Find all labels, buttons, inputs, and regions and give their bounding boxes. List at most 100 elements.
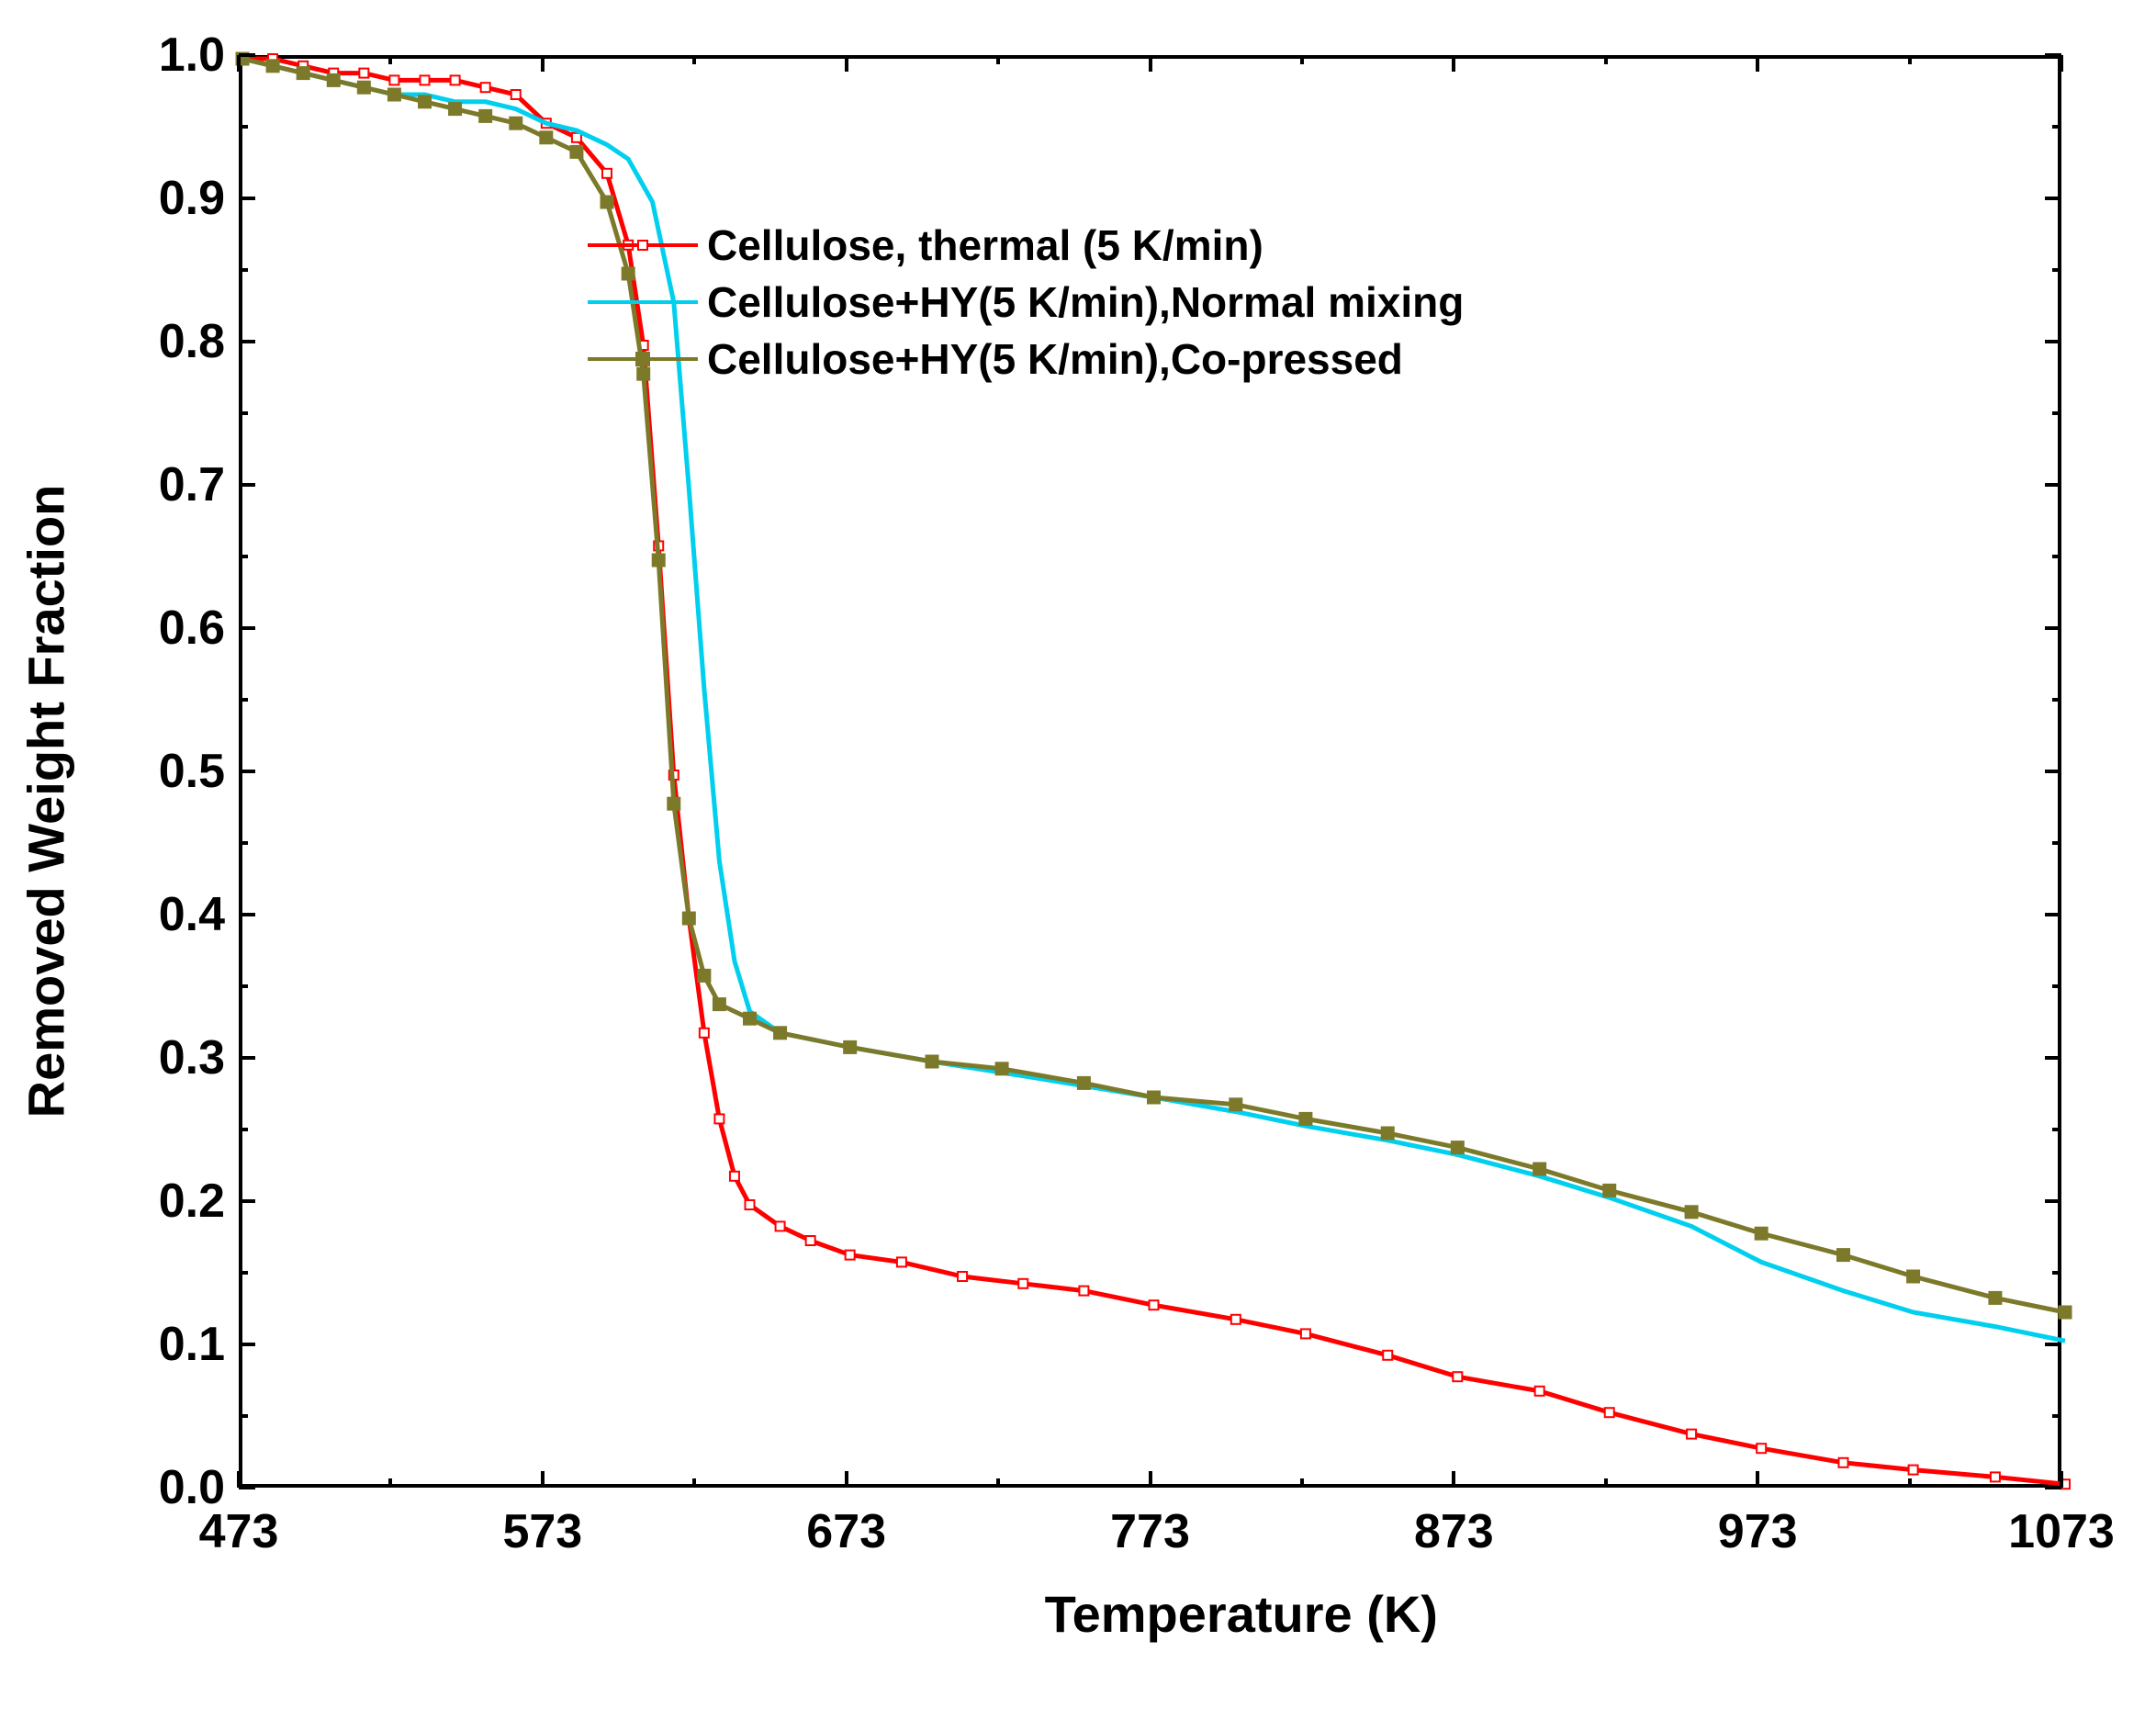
- series-marker: [1453, 1372, 1462, 1381]
- y-minor-tick-right: [2052, 698, 2061, 702]
- y-tick: [239, 1486, 255, 1489]
- y-minor-tick-right: [2052, 125, 2061, 129]
- series-marker: [1230, 1098, 1242, 1111]
- y-tick: [239, 1199, 255, 1203]
- series-marker: [844, 1040, 857, 1053]
- y-minor-tick-right: [2052, 268, 2061, 272]
- series-marker: [540, 131, 553, 144]
- y-minor-tick-right: [2052, 1128, 2061, 1131]
- series-marker: [327, 73, 340, 86]
- x-tick-top: [541, 55, 545, 72]
- x-minor-tick-top: [692, 55, 696, 64]
- y-minor-tick-right: [2052, 1271, 2061, 1275]
- series-marker: [357, 81, 370, 94]
- x-tick: [845, 1471, 848, 1488]
- series-marker: [713, 998, 725, 1011]
- y-tick: [239, 770, 255, 773]
- series-marker: [602, 169, 612, 178]
- y-tick: [239, 1056, 255, 1060]
- series-marker: [421, 75, 430, 84]
- y-minor-tick: [239, 1271, 248, 1275]
- y-minor-tick: [239, 268, 248, 272]
- series-marker: [451, 75, 460, 84]
- series-marker: [995, 1062, 1008, 1075]
- y-minor-tick-right: [2052, 841, 2061, 845]
- y-tick: [239, 340, 255, 343]
- series-marker: [1533, 1163, 1546, 1175]
- y-axis-label: Removed Weight Fraction: [17, 434, 76, 1169]
- y-minor-tick: [239, 555, 248, 558]
- series-marker: [1535, 1387, 1544, 1396]
- y-tick-label: 0.9: [138, 171, 225, 226]
- y-tick-right: [2045, 626, 2061, 630]
- y-tick-label: 0.2: [138, 1174, 225, 1229]
- legend-item: Cellulose, thermal (5 K/min): [588, 220, 1464, 270]
- y-tick-right: [2045, 1199, 2061, 1203]
- x-minor-tick-top: [1908, 55, 1912, 64]
- x-tick-label: 573: [502, 1504, 582, 1559]
- legend-swatch: [588, 300, 698, 304]
- series-marker: [1231, 1315, 1241, 1324]
- series-marker: [1148, 1091, 1161, 1104]
- series-marker: [1299, 1112, 1312, 1125]
- x-minor-tick-top: [388, 55, 392, 64]
- x-tick-top: [1452, 55, 1455, 72]
- legend-marker-icon: [637, 240, 648, 251]
- series-marker: [1909, 1466, 1918, 1475]
- series-marker: [700, 1028, 709, 1038]
- series-marker: [481, 83, 490, 92]
- series-marker: [1381, 1127, 1394, 1140]
- x-axis-label: Temperature (K): [1045, 1584, 1438, 1644]
- x-tick: [1149, 1471, 1152, 1488]
- y-tick-label: 0.5: [138, 744, 225, 799]
- legend: Cellulose, thermal (5 K/min) Cellulose+HY…: [588, 220, 1464, 391]
- series-marker: [479, 109, 492, 122]
- series-marker: [1838, 1458, 1847, 1467]
- y-tick: [239, 1343, 255, 1346]
- y-tick-right: [2045, 913, 2061, 916]
- series-marker: [1451, 1141, 1464, 1154]
- x-minor-tick: [1908, 1478, 1912, 1488]
- series-marker: [570, 145, 583, 158]
- x-minor-tick-top: [1300, 55, 1304, 64]
- y-minor-tick: [239, 984, 248, 988]
- y-tick: [239, 626, 255, 630]
- y-tick-label: 0.0: [138, 1460, 225, 1515]
- x-minor-tick: [1604, 1478, 1608, 1488]
- series-marker: [511, 90, 521, 99]
- legend-swatch: [588, 243, 698, 247]
- series-marker: [387, 88, 400, 101]
- x-tick-label: 673: [806, 1504, 886, 1559]
- series-marker: [698, 969, 711, 982]
- series-marker: [1077, 1076, 1090, 1089]
- y-minor-tick: [239, 411, 248, 415]
- y-minor-tick: [239, 125, 248, 129]
- series-marker: [1018, 1279, 1027, 1288]
- y-minor-tick: [239, 698, 248, 702]
- y-minor-tick: [239, 841, 248, 845]
- legend-label: Cellulose+HY(5 K/min),Normal mixing: [707, 277, 1464, 327]
- y-tick: [239, 483, 255, 487]
- x-minor-tick-top: [996, 55, 1000, 64]
- series-marker: [1150, 1300, 1159, 1309]
- x-tick: [1452, 1471, 1455, 1488]
- series-marker: [1685, 1206, 1698, 1219]
- x-tick-label: 873: [1414, 1504, 1494, 1559]
- x-tick: [541, 1471, 545, 1488]
- series-marker: [806, 1236, 815, 1245]
- y-tick-label: 0.7: [138, 457, 225, 512]
- y-minor-tick-right: [2052, 1414, 2061, 1418]
- legend-marker-icon: [635, 352, 650, 366]
- series-marker: [1989, 1291, 2002, 1304]
- x-minor-tick: [692, 1478, 696, 1488]
- series-marker: [359, 69, 368, 78]
- y-tick-right: [2045, 340, 2061, 343]
- y-minor-tick: [239, 1414, 248, 1418]
- series-marker: [730, 1172, 739, 1181]
- series-marker: [2059, 1306, 2072, 1319]
- series-marker: [1301, 1329, 1310, 1338]
- series-marker: [1755, 1227, 1768, 1240]
- x-minor-tick: [996, 1478, 1000, 1488]
- legend-item: Cellulose+HY(5 K/min),Normal mixing: [588, 277, 1464, 327]
- x-tick-top: [2060, 55, 2063, 72]
